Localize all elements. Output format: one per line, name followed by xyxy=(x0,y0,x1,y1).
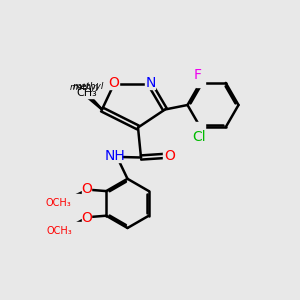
Bar xyxy=(196,78,205,87)
Bar xyxy=(78,88,96,98)
Text: O: O xyxy=(82,182,92,196)
Bar xyxy=(195,122,206,132)
Bar xyxy=(61,222,82,230)
Bar xyxy=(109,79,119,89)
Bar xyxy=(76,83,98,94)
Bar xyxy=(104,152,121,162)
Text: CH₃: CH₃ xyxy=(76,88,98,98)
Bar xyxy=(164,152,172,160)
Text: OCH₃: OCH₃ xyxy=(46,197,72,208)
Text: methyl: methyl xyxy=(69,83,99,92)
Bar xyxy=(59,194,80,202)
Bar xyxy=(82,185,91,194)
Text: N: N xyxy=(146,76,156,90)
Text: NH: NH xyxy=(105,149,126,163)
Text: Cl: Cl xyxy=(192,130,206,144)
Bar xyxy=(74,88,91,97)
Text: F: F xyxy=(193,68,201,82)
Text: methyl: methyl xyxy=(73,82,104,91)
Text: O: O xyxy=(82,211,92,225)
Text: O: O xyxy=(109,76,119,90)
Text: O: O xyxy=(165,149,176,163)
Text: OCH₃: OCH₃ xyxy=(47,226,73,236)
Bar xyxy=(82,213,91,221)
Bar xyxy=(145,79,155,89)
